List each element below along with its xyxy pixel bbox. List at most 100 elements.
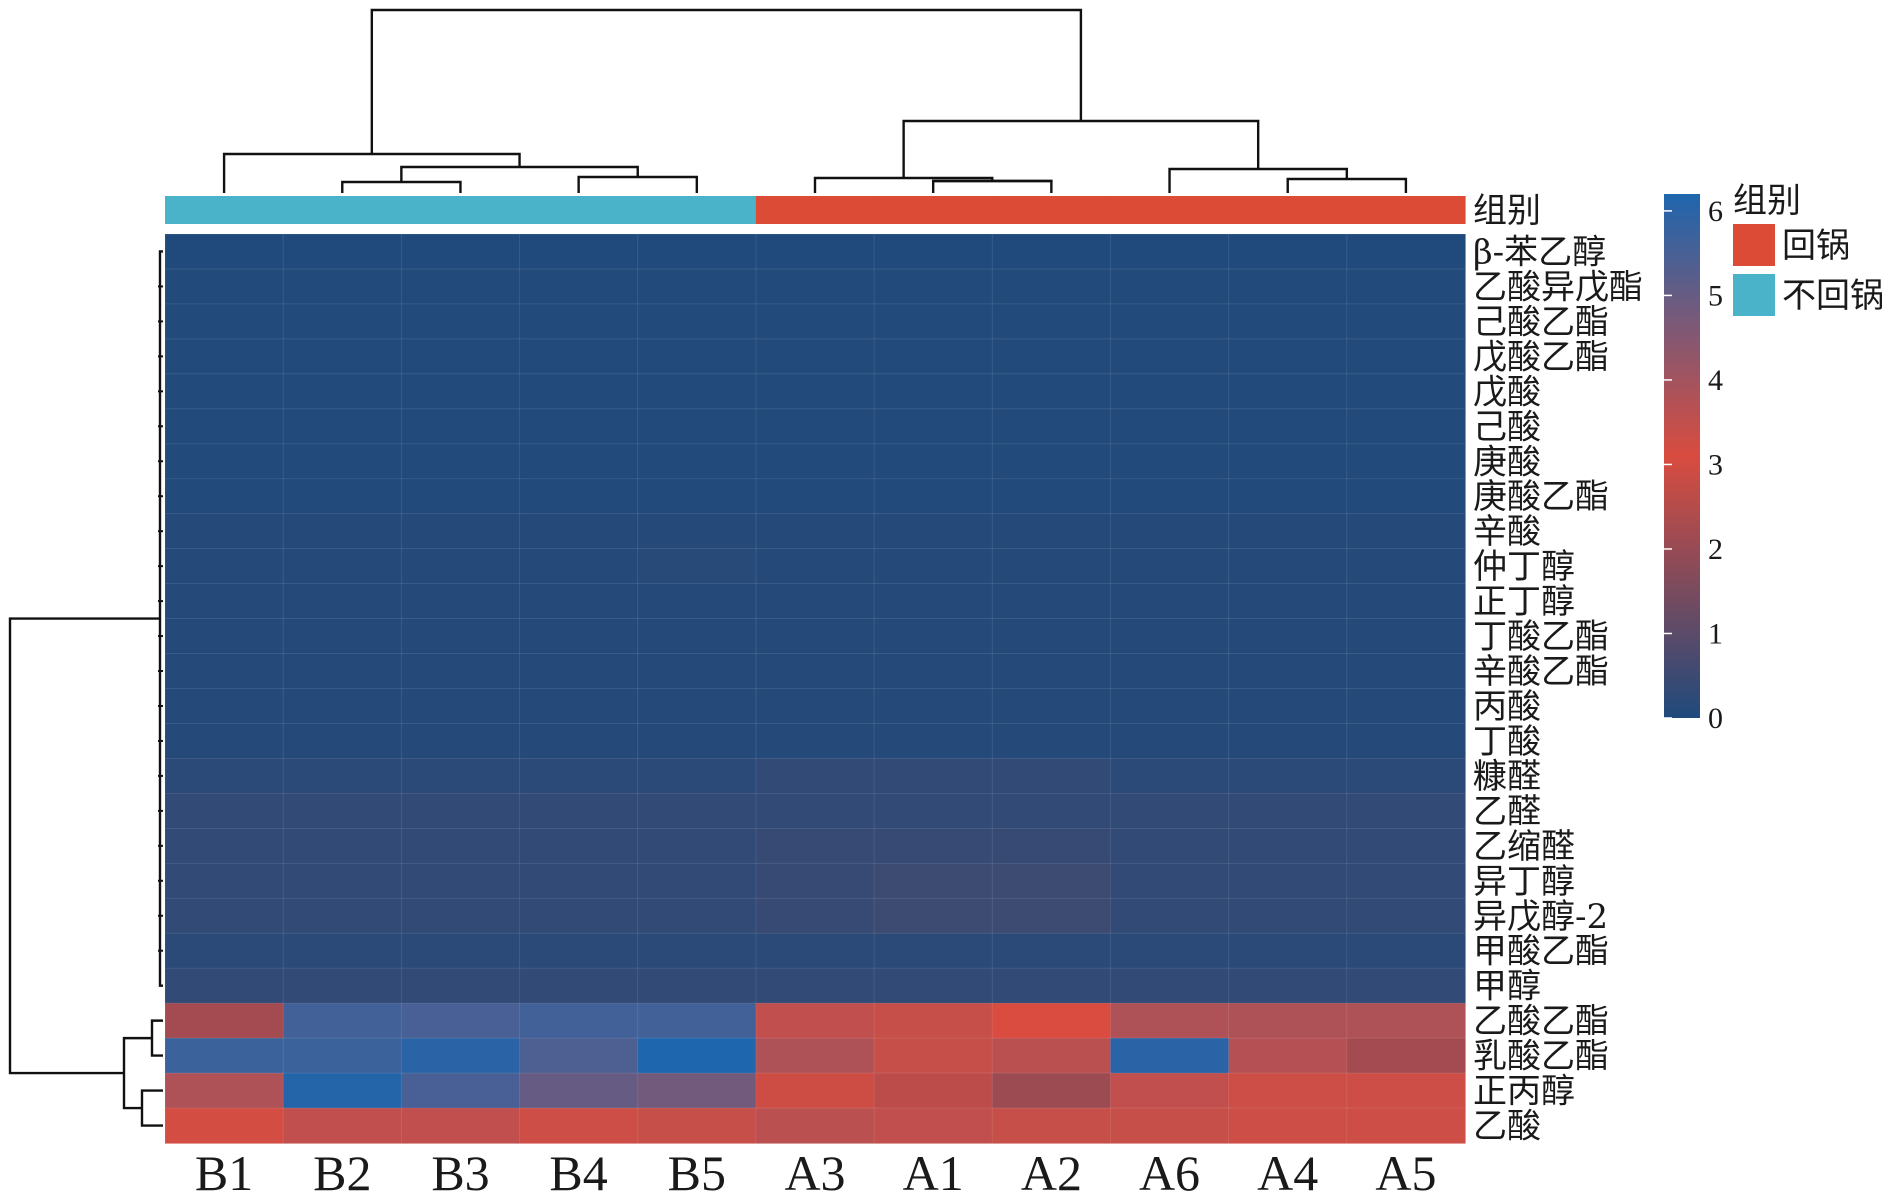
heatmap-cell [755,688,876,725]
heatmap-cell [637,513,757,550]
heatmap-cell [164,338,285,375]
heatmap-cell [400,862,521,900]
row-label: 甲醇 [1473,967,1541,1007]
heatmap-cell [1110,792,1230,830]
column-label: A4 [1257,1145,1318,1193]
heatmap-cell [1346,897,1466,935]
heatmap-cell [164,443,285,480]
heatmap-cell [873,897,994,935]
heatmap-cell [637,723,757,760]
heatmap-cell [991,1002,1112,1040]
heatmap-cell [282,513,403,550]
heatmap-cell [1228,513,1348,550]
heatmap-cell [1228,1107,1348,1145]
heatmap-cell [400,443,521,480]
group-annotation-label: 组别 [1473,191,1541,231]
colorbar-tick-label: 2 [1708,533,1723,566]
heatmap-cell [400,303,521,340]
heatmap-cell [1110,548,1230,585]
heatmap-cell [873,967,994,1005]
heatmap-cell [1346,513,1466,550]
row-label: 丁酸 [1473,722,1541,762]
colorbar-tick-label: 1 [1708,617,1723,650]
heatmap-cell [519,1107,639,1145]
heatmap-cell [991,723,1112,760]
heatmap-cell [1346,303,1466,340]
heatmap-cell [1228,723,1348,760]
heatmap-cell [164,932,285,970]
colorbar-tick-label: 6 [1708,195,1723,228]
heatmap-cell [637,303,757,340]
heatmap-cell [400,827,521,865]
heatmap-cell [519,1072,639,1110]
heatmap-cell [519,897,639,935]
dendrogram-link [341,180,462,193]
dendrogram-link [122,1036,152,1110]
heatmap-cell [755,1037,876,1075]
heatmap-cell [1110,443,1230,480]
heatmap-cell [519,1037,639,1075]
heatmap-cell [991,338,1112,375]
row-label: 乳酸乙酯 [1473,1037,1609,1077]
heatmap-cell [637,1107,757,1145]
heatmap-cell [519,758,639,795]
heatmap-cell [637,233,757,270]
heatmap-cell [282,932,403,970]
heatmap-cell [637,967,757,1005]
heatmap-cell [991,1107,1112,1145]
heatmap-cell [282,618,403,655]
heatmap-cell [400,932,521,970]
heatmap-cell [164,268,285,305]
heatmap-cell [637,758,757,795]
heatmap-cell [637,443,757,480]
heatmap-cell [519,548,639,585]
heatmap-cell [1110,827,1230,865]
group-cell [874,196,993,224]
heatmap-cell [1228,583,1348,620]
heatmap-cell [873,932,994,970]
heatmap-cell [873,1002,994,1040]
heatmap-cell [755,792,876,830]
row-label: 辛酸 [1473,512,1541,552]
heatmap-cell [400,618,521,655]
row-label: 异戊醇-2 [1473,897,1608,937]
dendrogram-link [931,179,1053,193]
colorbar-tick-label: 3 [1708,448,1723,481]
colorbar-gradient [1664,194,1700,718]
heatmap-cell [991,583,1112,620]
heatmap-cell [755,1107,876,1145]
heatmap-cell [755,478,876,515]
column-label: A2 [1021,1145,1082,1193]
heatmap-cell [400,1107,521,1145]
column-label: A5 [1375,1145,1436,1193]
heatmap-cell [519,478,639,515]
heatmap-cell [991,373,1112,410]
heatmap-cell [755,862,876,900]
heatmap-cell [1110,1072,1230,1110]
heatmap-cell [1346,338,1466,375]
heatmap-cell [519,723,639,760]
heatmap-cell [519,443,639,480]
heatmap-cell [755,932,876,970]
column-label: A6 [1139,1145,1200,1193]
heatmap-cell [164,827,285,865]
heatmap-cell [519,862,639,900]
heatmap-cell [519,688,639,725]
heatmap-cell [637,1037,757,1075]
heatmap-cell [282,792,403,830]
row-labels: β-苯乙醇乙酸异戊酯己酸乙酯戊酸乙酯戊酸己酸庚酸庚酸乙酯辛酸仲丁醇正丁醇丁酸乙酯… [1473,233,1643,1147]
heatmap-cell [637,268,757,305]
heatmap-cell [1110,233,1230,270]
row-label: 糠醛 [1473,757,1541,797]
heatmap-cell [1110,303,1230,340]
column-label: B5 [668,1145,726,1193]
heatmap-cell [1346,967,1466,1005]
heatmap-cell [755,443,876,480]
heatmap-cell [282,967,403,1005]
heatmap-cell [1346,583,1466,620]
heatmap-cell [755,583,876,620]
heatmap-cell [1346,653,1466,690]
heatmap-cell [400,1002,521,1040]
legend-swatch [1733,274,1775,316]
